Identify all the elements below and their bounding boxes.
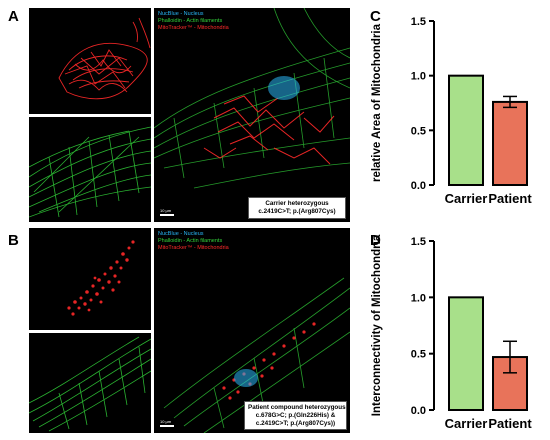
- y-axis-title: relative Area of Mitochondria: [371, 23, 383, 182]
- legend-mitochondria: MitoTracker™ - Mitochondria: [158, 25, 229, 31]
- micrograph-b-merge: NucBlue - Nucleus Phalloidin - Actin fil…: [154, 228, 350, 433]
- bar-carrier: [448, 74, 484, 186]
- category-label: Carrier: [445, 191, 488, 206]
- bar-carrier: [448, 296, 484, 411]
- micrograph-b-mitochondria: [29, 228, 151, 330]
- caption-line: c.2419C>T; p.(Arg807Cys): [258, 208, 336, 215]
- micrograph-a-actin: [29, 117, 151, 222]
- mitochondria-fragmented-image: [67, 240, 135, 316]
- y-tick-label: 1.0: [411, 292, 426, 304]
- legend-nucleus: NucBlue - Nucleus: [158, 11, 204, 17]
- panel-letter-d: D: [370, 232, 381, 249]
- legend-actin: Phalloidin - Actin filaments: [158, 238, 223, 244]
- micrograph-b-actin: [29, 333, 151, 433]
- y-tick-label: 1.5: [411, 16, 426, 28]
- y-tick-label: 0.0: [411, 180, 426, 192]
- merged-channels-image: [154, 8, 350, 189]
- merged-channels-image: [163, 277, 350, 433]
- micrograph-a-mitochondria: [29, 8, 151, 114]
- genotype-caption-b: Patient compound heterozygous c.678G>C; …: [244, 401, 347, 430]
- y-tick-label: 0.5: [411, 349, 426, 361]
- legend-actin: Phalloidin - Actin filaments: [158, 18, 223, 24]
- y-tick-label: 1.5: [411, 236, 426, 248]
- nucleus-shape: [234, 369, 258, 387]
- y-axis-title: Interconnectivity of Mitochondria: [371, 234, 383, 416]
- genotype-caption-a: Carrier heterozygous c.2419C>T; p.(Arg80…: [248, 197, 346, 219]
- nucleus-shape: [268, 76, 300, 100]
- y-tick-label: 0.5: [411, 125, 426, 137]
- micrograph-a-merge: NucBlue - Nucleus Phalloidin - Actin fil…: [154, 8, 350, 222]
- caption-line: Patient compound heterozygous: [248, 404, 346, 411]
- y-tick-label: 1.0: [411, 71, 426, 83]
- actin-filaments-image: [29, 336, 151, 432]
- panel-letter-a: A: [8, 8, 19, 25]
- bar-patient: [492, 100, 528, 186]
- y-tick-label: 0.0: [411, 405, 426, 417]
- legend-nucleus: NucBlue - Nucleus: [158, 231, 204, 237]
- caption-line: c.678G>C; p.(Gln226His) &: [255, 412, 336, 419]
- panel-letter-c: C: [370, 8, 381, 25]
- category-label: Patient: [488, 416, 532, 431]
- chart-c-area-of-mitochondria: 0.0 0.5 1.0 1.5 relative Area of Mitochondri…: [371, 16, 532, 206]
- scale-bar-label: 10 µm: [160, 419, 172, 424]
- category-label: Carrier: [445, 416, 488, 431]
- mitochondria-network-image: [58, 17, 151, 100]
- scale-bar-label: 10 µm: [160, 208, 172, 213]
- caption-line: Carrier heterozygous: [265, 200, 329, 207]
- caption-line: c.2419C>T; p.(Arg807Cys)): [255, 420, 336, 427]
- actin-filaments-image: [29, 126, 151, 218]
- chart-d-interconnectivity: 0.0 0.5 1.0 1.5 Interconnectivity of Mitocho…: [371, 234, 532, 431]
- panel-letter-b: B: [8, 232, 19, 249]
- category-label: Patient: [488, 191, 532, 206]
- legend-mitochondria: MitoTracker™ - Mitochondria: [158, 245, 229, 251]
- scale-bar: [160, 425, 174, 427]
- scale-bar: [160, 214, 174, 216]
